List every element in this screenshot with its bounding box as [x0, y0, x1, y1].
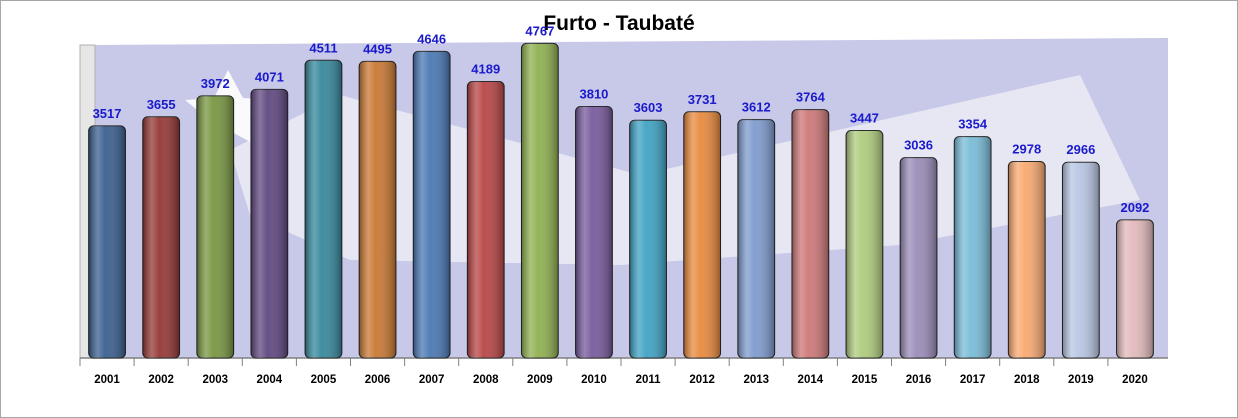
bar-highlight-2011: [629, 120, 667, 359]
x-tick-label-2004: 2004: [257, 374, 283, 386]
x-tick-label-2014: 2014: [798, 374, 824, 386]
data-label-2020: 2092: [1120, 200, 1149, 215]
x-tick-label-2013: 2013: [743, 374, 769, 386]
data-label-2011: 3603: [634, 100, 663, 115]
x-tick-label-2012: 2012: [689, 374, 715, 386]
data-label-2013: 3612: [742, 100, 771, 115]
x-tick-label-2018: 2018: [1014, 374, 1040, 386]
data-label-2007: 4646: [417, 31, 446, 46]
data-label-2009: 4767: [525, 23, 554, 38]
x-tick-label-2005: 2005: [311, 374, 337, 386]
bar-highlight-2016: [900, 157, 937, 358]
bar-highlight-2019: [1062, 162, 1100, 358]
x-tick-label-2006: 2006: [365, 374, 391, 386]
data-label-2002: 3655: [147, 97, 176, 112]
data-label-2014: 3764: [796, 90, 826, 105]
bar-highlight-2018: [1008, 161, 1046, 358]
data-label-2015: 3447: [850, 110, 879, 125]
bar-highlight-2005: [305, 60, 342, 359]
x-tick-label-2007: 2007: [419, 374, 445, 386]
x-tick-label-2011: 2011: [636, 374, 662, 386]
bar-highlight-2012: [683, 111, 721, 358]
x-tick-label-2002: 2002: [148, 374, 174, 386]
data-label-2017: 3354: [958, 117, 988, 132]
x-tick-label-2009: 2009: [527, 374, 553, 386]
bar-highlight-2015: [846, 130, 883, 358]
x-tick-label-2015: 2015: [852, 374, 878, 386]
data-label-2008: 4189: [471, 62, 500, 77]
bar-highlight-2002: [142, 116, 180, 359]
bar-highlight-2013: [737, 119, 775, 358]
x-tick-label-2001: 2001: [94, 374, 120, 386]
data-label-2016: 3036: [904, 138, 933, 153]
x-tick-label-2020: 2020: [1122, 374, 1148, 386]
data-label-2005: 4511: [309, 40, 337, 55]
bar-highlight-2014: [791, 109, 829, 359]
data-label-2010: 3810: [579, 87, 608, 102]
bar-highlight-2004: [250, 89, 288, 359]
data-label-2006: 4495: [363, 41, 392, 56]
x-tick-label-2016: 2016: [906, 374, 932, 386]
x-tick-label-2008: 2008: [473, 374, 499, 386]
data-label-2018: 2978: [1012, 141, 1041, 156]
x-tick-label-2003: 2003: [202, 374, 228, 386]
bar-highlight-2009: [521, 43, 559, 359]
bar-highlight-2001: [88, 125, 126, 359]
bar-highlight-2017: [954, 136, 992, 358]
data-label-2003: 3972: [201, 76, 230, 91]
chart-title: Furto - Taubaté: [543, 12, 695, 35]
x-tick-label-2010: 2010: [581, 374, 607, 386]
x-tick-label-2017: 2017: [960, 374, 986, 386]
data-label-2001: 3517: [93, 106, 122, 121]
data-label-2004: 4071: [255, 69, 284, 84]
x-tick-label-2019: 2019: [1068, 374, 1094, 386]
bar-highlight-2007: [413, 51, 451, 358]
bar-highlight-2020: [1116, 219, 1154, 358]
bar-highlight-2010: [575, 106, 613, 358]
bar-highlight-2003: [196, 95, 234, 359]
bar-highlight-2008: [467, 81, 505, 358]
bar-highlight-2006: [359, 61, 396, 359]
data-label-2019: 2966: [1066, 142, 1095, 157]
data-label-2012: 3731: [688, 92, 717, 107]
